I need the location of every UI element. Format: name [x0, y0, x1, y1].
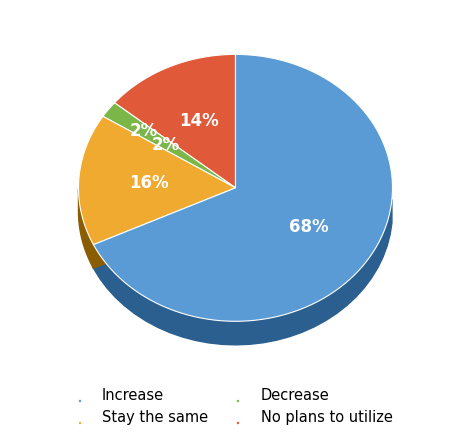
Text: 2%: 2%: [152, 136, 180, 154]
Polygon shape: [79, 189, 93, 268]
Polygon shape: [103, 103, 236, 188]
Polygon shape: [93, 188, 236, 268]
Legend: Increase, Stay the same, Decrease, No plans to utilize: Increase, Stay the same, Decrease, No pl…: [73, 382, 398, 431]
Polygon shape: [114, 54, 236, 188]
Polygon shape: [93, 188, 236, 268]
Text: 14%: 14%: [179, 112, 219, 130]
Polygon shape: [93, 54, 392, 321]
Polygon shape: [93, 199, 392, 345]
Text: 16%: 16%: [130, 174, 169, 192]
Polygon shape: [79, 116, 236, 245]
Text: 68%: 68%: [289, 218, 328, 236]
Text: 2%: 2%: [130, 122, 158, 141]
